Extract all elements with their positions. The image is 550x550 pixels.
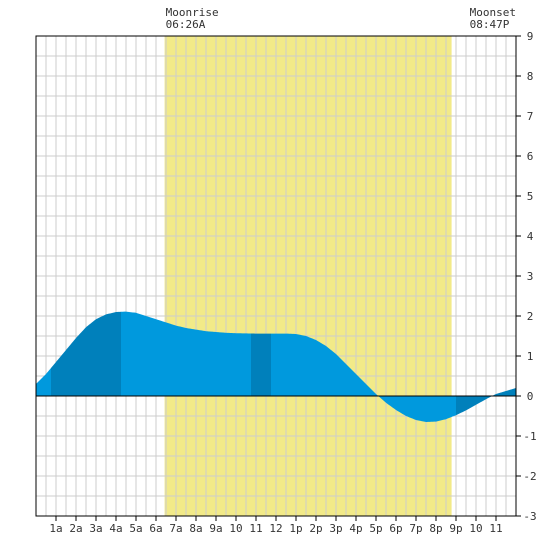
x-axis-ticks: 1a 2a 3a 4a 5a 6a 7a 8a 9a 10 11 12 1p 2p 3p 4p 5p 6p 7p 8p… <box>49 516 503 535</box>
x-tick-label: 3p <box>329 522 342 535</box>
moonrise-label: Moonrise <box>166 6 219 19</box>
tide-segment <box>36 368 51 396</box>
x-tick-label: 5a <box>129 522 142 535</box>
x-tick-label: 2p <box>309 522 322 535</box>
x-tick-label: 10 <box>229 522 242 535</box>
moon-labels: Moonrise 06:26A Moonset 08:47P <box>166 6 516 31</box>
moonrise-time: 06:26A <box>166 18 206 31</box>
moonset-label: Moonset <box>470 6 516 19</box>
tide-segment <box>456 388 516 416</box>
x-tick-label: 8p <box>429 522 442 535</box>
y-tick-label: -2 <box>523 470 536 483</box>
x-tick-label: 1a <box>49 522 62 535</box>
y-tick-label: 8 <box>527 70 534 83</box>
tide-segment <box>51 311 121 396</box>
x-tick-label: 7p <box>409 522 422 535</box>
y-axis-ticks: 9 8 7 6 5 4 3 2 1 0 -1 -2 -3 <box>516 30 537 523</box>
x-tick-label: 12 <box>269 522 282 535</box>
x-tick-label: 11 <box>249 522 262 535</box>
y-tick-label: 3 <box>527 270 534 283</box>
x-tick-label: 5p <box>369 522 382 535</box>
tide-segment <box>271 333 456 422</box>
y-tick-label: -3 <box>523 510 536 523</box>
y-tick-label: 6 <box>527 150 534 163</box>
x-tick-label: 2a <box>69 522 82 535</box>
y-tick-label: 1 <box>527 350 534 363</box>
x-tick-label: 10 <box>469 522 482 535</box>
x-tick-label: 3a <box>89 522 102 535</box>
x-tick-label: 11 <box>489 522 502 535</box>
y-tick-label: 5 <box>527 190 534 203</box>
x-tick-label: 6p <box>389 522 402 535</box>
tide-segment <box>121 311 251 396</box>
x-tick-label: 4p <box>349 522 362 535</box>
y-tick-label: 0 <box>527 390 534 403</box>
x-tick-label: 8a <box>189 522 202 535</box>
moonset-time: 08:47P <box>470 18 510 31</box>
x-tick-label: 4a <box>109 522 122 535</box>
y-tick-label: 9 <box>527 30 534 43</box>
x-tick-label: 7a <box>169 522 182 535</box>
x-tick-label: 1p <box>289 522 302 535</box>
tide-area <box>36 311 516 422</box>
y-tick-label: 7 <box>527 110 534 123</box>
tide-segment <box>251 333 271 396</box>
y-tick-label: 4 <box>527 230 534 243</box>
x-tick-label: 6a <box>149 522 162 535</box>
x-tick-label: 9a <box>209 522 222 535</box>
y-tick-label: 2 <box>527 310 534 323</box>
x-tick-label: 9p <box>449 522 462 535</box>
y-tick-label: -1 <box>523 430 536 443</box>
